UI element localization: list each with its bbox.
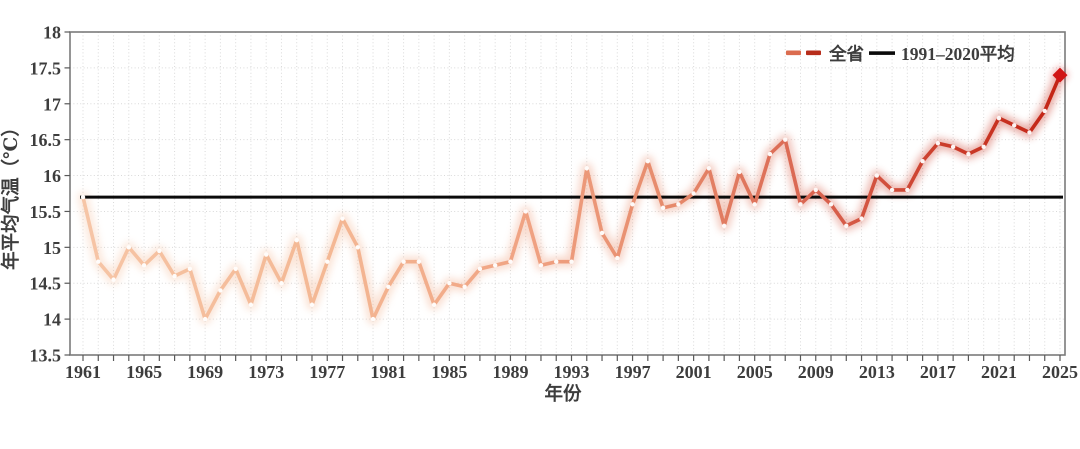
x-tick-label: 2013 <box>859 362 895 382</box>
legend-label-average: 1991–2020平均 <box>901 44 1015 64</box>
x-tick-label: 1993 <box>554 362 590 382</box>
x-tick-label: 1969 <box>187 362 223 382</box>
data-point-markers <box>80 108 1047 322</box>
latest-year-marker <box>1052 67 1068 83</box>
y-tick-label: 15.5 <box>30 202 62 222</box>
x-tick-label: 2001 <box>676 362 712 382</box>
legend-label-province: 全省 <box>828 44 864 64</box>
x-tick-label: 1997 <box>615 362 651 382</box>
x-tick-label: 1981 <box>370 362 406 382</box>
x-tick-label: 2017 <box>920 362 956 382</box>
y-tick-label: 13.5 <box>30 346 62 366</box>
y-tick-label: 17 <box>43 94 61 114</box>
y-tick-label: 14 <box>43 310 61 330</box>
legend-series-dash-light-icon <box>786 50 801 56</box>
x-tick-label: 1985 <box>431 362 467 382</box>
y-tick-label: 16 <box>43 166 61 186</box>
x-tick-label: 2021 <box>981 362 1017 382</box>
x-tick-label: 1961 <box>65 362 101 382</box>
axis-ticks <box>64 31 1061 361</box>
y-tick-label: 18 <box>43 23 61 43</box>
y-tick-label: 17.5 <box>30 58 62 78</box>
x-tick-label: 2009 <box>798 362 834 382</box>
gridlines <box>70 32 1065 355</box>
x-tick-label: 1973 <box>248 362 284 382</box>
x-tick-label: 1965 <box>126 362 162 382</box>
y-tick-label: 16.5 <box>30 130 62 150</box>
x-tick-label: 2005 <box>737 362 773 382</box>
y-axis-title: 年平均气温（℃） <box>0 118 22 270</box>
x-tick-labels: 1961 1965 1969 1973 1977 1981 1985 1989 1993 1997… <box>65 362 1078 382</box>
plot-border <box>69 31 1066 356</box>
x-tick-label: 2025 <box>1042 362 1078 382</box>
x-tick-label: 1989 <box>492 362 528 382</box>
legend-series-dash-dark-icon <box>806 50 821 56</box>
y-tick-label: 14.5 <box>30 274 62 294</box>
legend-average-line-sample-icon <box>869 51 895 55</box>
series-glow <box>77 66 1069 325</box>
legend: 全省 1991–2020平均 <box>786 44 1015 64</box>
y-tick-labels: 18 17.5 17 16.5 16 15.5 15 14.5 14 13.5 <box>30 23 62 366</box>
x-axis-title: 年份 <box>544 383 582 405</box>
y-tick-label: 15 <box>43 238 61 258</box>
x-tick-label: 1977 <box>309 362 345 382</box>
